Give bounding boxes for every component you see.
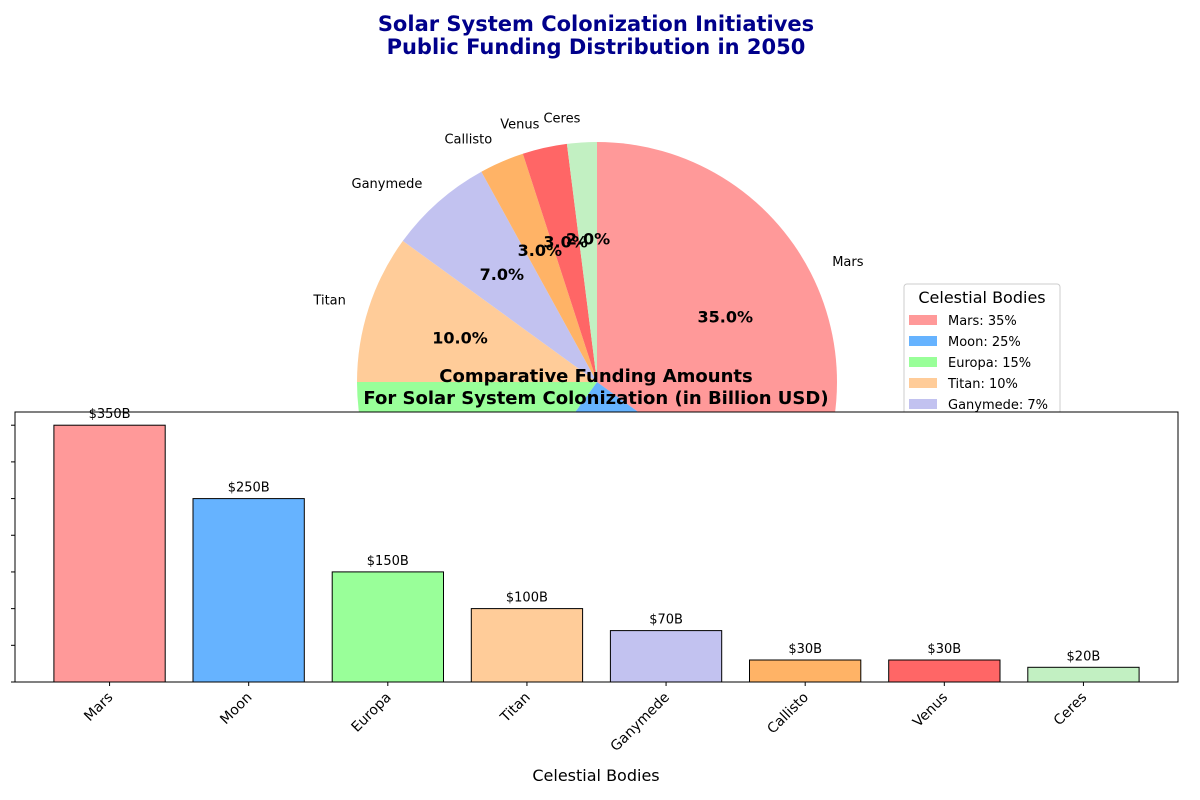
bar-value-label-ganymede: $70B — [649, 613, 683, 628]
bar-xtick-label-ceres: Ceres — [1051, 690, 1090, 729]
legend-swatch-ganymede — [909, 399, 937, 409]
pie-slice-titan — [357, 240, 597, 382]
bar-ganymede — [609, 630, 723, 683]
bar-xtick-label-titan: Titan — [497, 690, 534, 727]
bar-callisto — [749, 659, 862, 683]
pie-pct-label-titan: 10.0% — [432, 329, 488, 348]
bar-axes-frame — [14, 411, 1179, 683]
bar-mars — [53, 424, 166, 683]
legend-swatch-europa — [909, 357, 937, 367]
bar-xtick-label-ganymede: Ganymede — [608, 690, 673, 755]
bar-moon — [192, 498, 305, 683]
pie-name-label-callisto: Callisto — [444, 133, 492, 148]
bar-venus — [888, 659, 1001, 683]
bar-value-label-venus: $30B — [927, 642, 961, 657]
legend-label-titan: Titan: 10% — [947, 377, 1018, 392]
pie-pct-label-ceres: 2.0% — [566, 229, 610, 248]
bar-axes-background — [15, 412, 1178, 682]
legend-swatch-moon — [909, 336, 937, 346]
bar-xtick-label-mars: Mars — [81, 690, 116, 725]
pie-slice-callisto — [481, 153, 597, 382]
pie-name-label-titan: Titan — [312, 293, 345, 308]
bar-title-line1: Comparative Funding Amounts — [439, 366, 752, 387]
bar-value-label-europa: $150B — [367, 554, 409, 569]
bar-xtick-label-moon: Moon — [217, 690, 255, 728]
legend-swatch-titan — [909, 378, 937, 388]
pie-pct-label-ganymede: 7.0% — [480, 265, 524, 284]
legend-swatch-mars — [909, 315, 937, 325]
bar-xtick-label-venus: Venus — [910, 690, 951, 731]
pie-slice-venus — [522, 143, 597, 382]
legend-label-europa: Europa: 15% — [948, 356, 1031, 371]
bar-value-label-callisto: $30B — [788, 642, 822, 657]
pie-pct-label-venus: 3.0% — [543, 233, 587, 252]
figure-title-line2: Public Funding Distribution in 2050 — [387, 35, 806, 59]
pie-name-label-mars: Mars — [832, 255, 864, 270]
bar-europa — [331, 571, 445, 683]
bar-x-axis-label: Celestial Bodies — [532, 766, 659, 785]
pie-name-label-ceres: Ceres — [543, 112, 580, 127]
bar-value-label-titan: $100B — [506, 591, 548, 606]
figure-title-line1: Solar System Colonization Initiatives — [378, 12, 814, 36]
legend-label-ganymede: Ganymede: 7% — [948, 398, 1048, 413]
legend-label-mars: Mars: 35% — [948, 314, 1017, 329]
legend: Celestial Bodies Mars: 35% Moon: 25% Europ… — [903, 283, 1061, 435]
bar-value-label-ceres: $20B — [1067, 649, 1101, 664]
bar-value-label-moon: $250B — [228, 481, 270, 496]
pie-slice-ganymede — [402, 171, 597, 382]
bar-titan — [470, 608, 584, 683]
pie-pct-label-callisto: 3.0% — [518, 241, 562, 260]
pie-name-label-venus: Venus — [500, 117, 539, 132]
pie-pct-label-mars: 35.0% — [698, 308, 754, 327]
bar-value-label-mars: $350B — [89, 407, 131, 422]
legend-title: Celestial Bodies — [918, 288, 1045, 307]
legend-label-moon: Moon: 25% — [948, 335, 1021, 350]
pie-name-label-ganymede: Ganymede — [352, 177, 423, 192]
bar-ceres — [1027, 666, 1140, 683]
bar-xtick-label-callisto: Callisto — [764, 690, 812, 738]
pie-slice-ceres — [566, 142, 597, 382]
bar-xtick-label-europa: Europa — [349, 690, 395, 736]
bar-chart: Comparative Funding Amounts For Solar Sy… — [11, 366, 1179, 785]
bar-title-line2: For Solar System Colonization (in Billio… — [363, 388, 828, 409]
